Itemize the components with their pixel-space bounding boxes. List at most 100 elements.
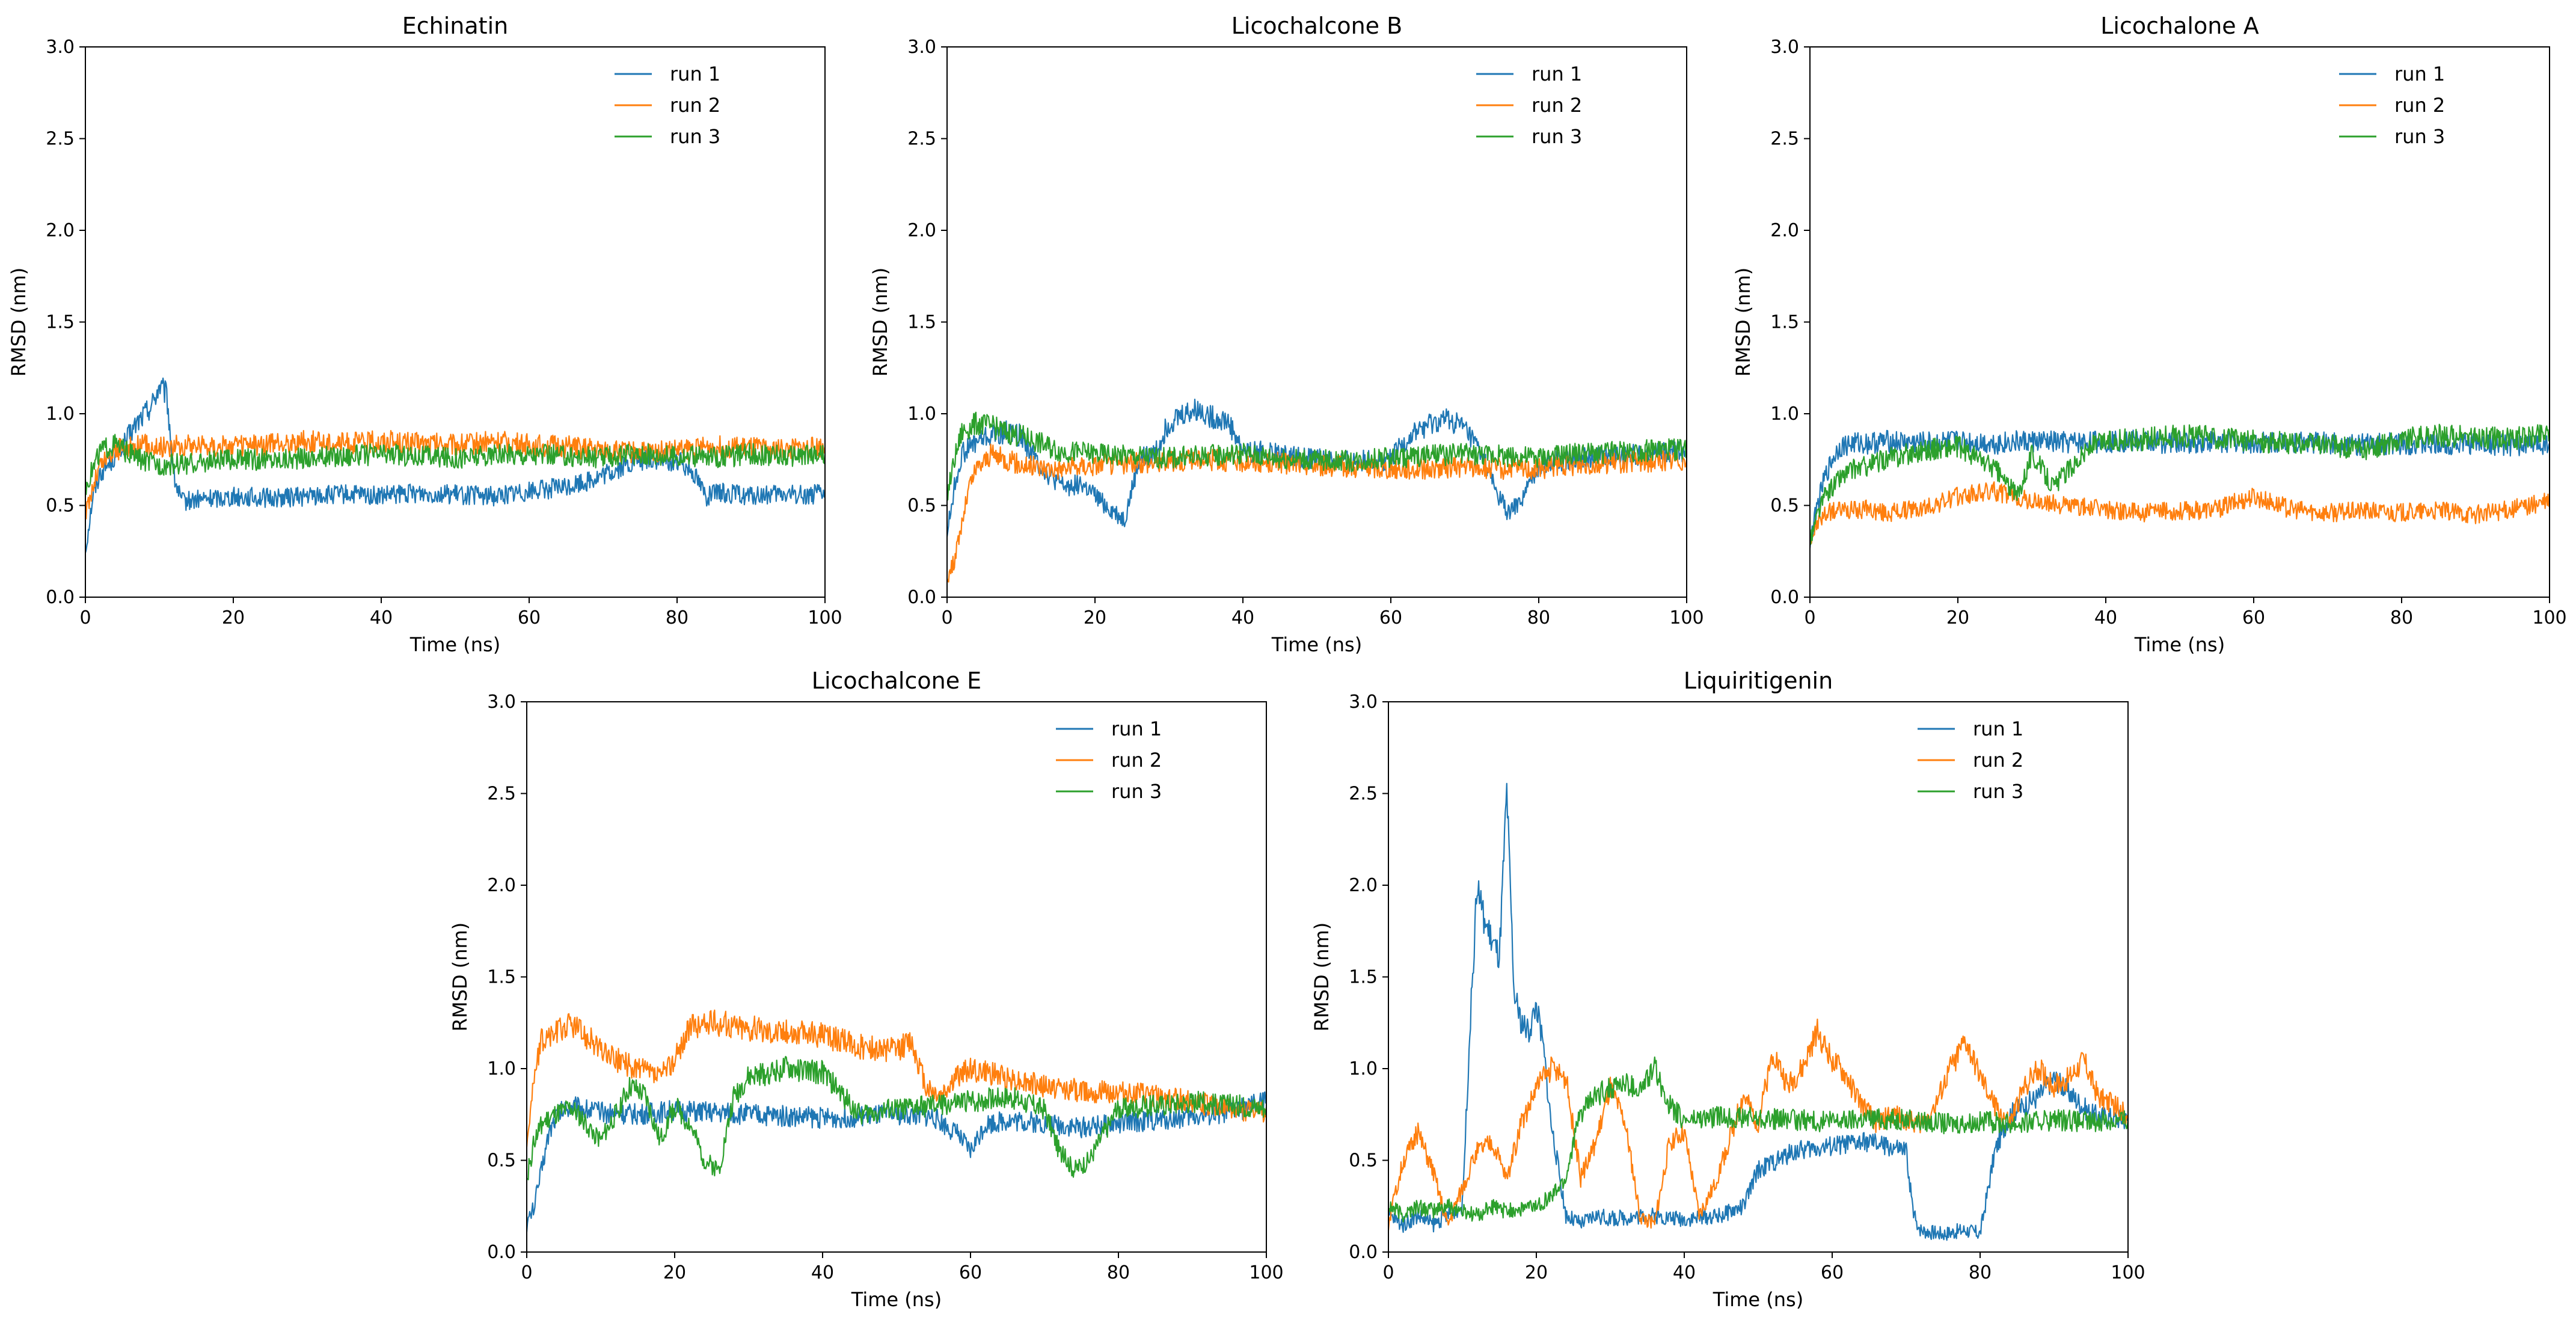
x-tick-label: 0 bbox=[941, 607, 952, 628]
y-axis-label: RMSD (nm) bbox=[449, 922, 471, 1031]
series-group bbox=[1810, 423, 2550, 548]
legend: run 1 run 2 run 3 bbox=[615, 63, 720, 148]
series-line-run-3 bbox=[527, 1055, 1266, 1180]
chart-title: Liquiritigenin bbox=[1684, 668, 1833, 694]
y-tick-label: 2.0 bbox=[1349, 875, 1378, 896]
x-tick-label: 80 bbox=[2390, 607, 2413, 628]
legend: run 1 run 2 run 3 bbox=[1056, 717, 1162, 803]
y-tick-label: 3.0 bbox=[46, 37, 75, 58]
y-tick-label: 1.5 bbox=[46, 312, 75, 333]
y-tick-label: 0.0 bbox=[487, 1242, 516, 1263]
x-tick-label: 20 bbox=[663, 1262, 686, 1283]
y-tick-label: 3.0 bbox=[487, 692, 516, 713]
chart-panel-5: Liquiritigenin 0 20 40 60 80 100 0.0 0.5 1.0 1.5 2.… bbox=[1310, 668, 2145, 1311]
y-tick-label: 2.5 bbox=[1770, 129, 1799, 150]
y-axis-label: RMSD (nm) bbox=[1310, 922, 1333, 1031]
legend-label-run-2: run 2 bbox=[1111, 749, 1162, 772]
y-tick-label: 1.5 bbox=[1770, 312, 1799, 333]
legend: run 1 run 2 run 3 bbox=[1476, 63, 1582, 148]
x-tick-label: 100 bbox=[2111, 1262, 2145, 1283]
y-tick-label: 2.0 bbox=[46, 220, 75, 241]
series-group bbox=[947, 398, 1687, 583]
x-tick-label: 60 bbox=[1379, 607, 1402, 628]
chart-title: Echinatin bbox=[402, 13, 508, 39]
x-tick-label: 0 bbox=[1804, 607, 1815, 628]
y-tick-label: 0.5 bbox=[46, 496, 75, 517]
series-line-run-1 bbox=[1388, 782, 2128, 1241]
series-group bbox=[85, 377, 825, 553]
x-axis-label: Time (ns) bbox=[851, 1288, 942, 1311]
x-tick-label: 100 bbox=[808, 607, 842, 628]
y-tick-label: 2.0 bbox=[907, 220, 936, 241]
y-tick-label: 3.0 bbox=[1349, 692, 1378, 713]
y-axis-label: RMSD (nm) bbox=[869, 268, 892, 376]
legend-label-run-1: run 1 bbox=[1532, 63, 1582, 85]
legend: run 1 run 2 run 3 bbox=[2339, 63, 2445, 148]
x-tick-label: 80 bbox=[1527, 607, 1550, 628]
series-line-run-3 bbox=[1388, 1056, 2128, 1223]
x-tick-label: 20 bbox=[222, 607, 245, 628]
legend-label-run-1: run 1 bbox=[1973, 717, 2023, 740]
y-tick-label: 2.0 bbox=[487, 875, 516, 896]
y-tick-label: 2.5 bbox=[907, 129, 936, 150]
series-line-run-3 bbox=[947, 411, 1687, 501]
y-tick-label: 0.0 bbox=[1770, 587, 1799, 608]
y-tick-label: 1.5 bbox=[1349, 967, 1378, 988]
x-tick-label: 40 bbox=[2094, 607, 2117, 628]
legend-label-run-3: run 3 bbox=[670, 125, 720, 148]
chart-title: Licochalcone E bbox=[812, 668, 981, 694]
chart-panel-1: Echinatin 0 20 40 60 80 100 0.0 0.5 1.0 1.5 2.0 2.5 3… bbox=[7, 13, 842, 656]
y-axis-label: RMSD (nm) bbox=[7, 268, 30, 376]
y-tick-label: 2.0 bbox=[1770, 220, 1799, 241]
y-tick-label: 0.5 bbox=[907, 496, 936, 517]
legend-label-run-2: run 2 bbox=[1532, 94, 1582, 117]
x-tick-label: 40 bbox=[811, 1262, 834, 1283]
x-tick-label: 80 bbox=[1969, 1262, 1992, 1283]
y-tick-label: 2.5 bbox=[487, 784, 516, 805]
x-axis-label: Time (ns) bbox=[2134, 633, 2225, 656]
legend-label-run-3: run 3 bbox=[1111, 780, 1162, 803]
legend-label-run-3: run 3 bbox=[1532, 125, 1582, 148]
series-group bbox=[527, 1009, 1266, 1232]
y-tick-label: 1.0 bbox=[487, 1058, 516, 1079]
y-tick-label: 0.5 bbox=[487, 1150, 516, 1171]
chart-title: Licochalone A bbox=[2100, 13, 2259, 39]
y-tick-label: 0.0 bbox=[907, 587, 936, 608]
x-tick-label: 60 bbox=[2242, 607, 2265, 628]
x-tick-label: 100 bbox=[1669, 607, 1704, 628]
series-line-run-3 bbox=[1810, 423, 2550, 545]
y-tick-label: 2.5 bbox=[1349, 784, 1378, 805]
legend-label-run-1: run 1 bbox=[670, 63, 720, 85]
y-tick-label: 1.0 bbox=[1349, 1058, 1378, 1079]
legend-label-run-1: run 1 bbox=[2394, 63, 2445, 85]
legend-label-run-1: run 1 bbox=[1111, 717, 1162, 740]
series-group bbox=[1388, 782, 2128, 1241]
y-tick-label: 1.5 bbox=[907, 312, 936, 333]
y-tick-label: 0.5 bbox=[1770, 496, 1799, 517]
x-tick-label: 20 bbox=[1946, 607, 1969, 628]
y-tick-label: 1.5 bbox=[487, 967, 516, 988]
series-line-run-2 bbox=[947, 443, 1687, 583]
x-tick-label: 40 bbox=[1231, 607, 1254, 628]
x-axis-label: Time (ns) bbox=[409, 633, 500, 656]
x-tick-label: 100 bbox=[2532, 607, 2566, 628]
chart-panel-4: Licochalcone E 0 20 40 60 80 100 0.0 0.5 1.0 1.5 2.… bbox=[449, 668, 1284, 1311]
x-tick-label: 20 bbox=[1525, 1262, 1548, 1283]
legend: run 1 run 2 run 3 bbox=[1918, 717, 2023, 803]
x-tick-label: 0 bbox=[1382, 1262, 1394, 1283]
y-tick-label: 0.5 bbox=[1349, 1150, 1378, 1171]
series-line-run-2 bbox=[527, 1009, 1266, 1147]
x-tick-label: 60 bbox=[959, 1262, 982, 1283]
x-tick-label: 80 bbox=[1107, 1262, 1130, 1283]
x-tick-label: 100 bbox=[1249, 1262, 1283, 1283]
y-tick-label: 1.0 bbox=[907, 404, 936, 425]
x-tick-label: 60 bbox=[1821, 1262, 1844, 1283]
x-tick-label: 40 bbox=[1673, 1262, 1696, 1283]
series-line-run-2 bbox=[1810, 481, 2550, 545]
y-tick-label: 3.0 bbox=[907, 37, 936, 58]
y-tick-label: 1.0 bbox=[46, 404, 75, 425]
x-tick-label: 60 bbox=[518, 607, 541, 628]
x-tick-label: 0 bbox=[79, 607, 91, 628]
y-tick-label: 0.0 bbox=[46, 587, 75, 608]
